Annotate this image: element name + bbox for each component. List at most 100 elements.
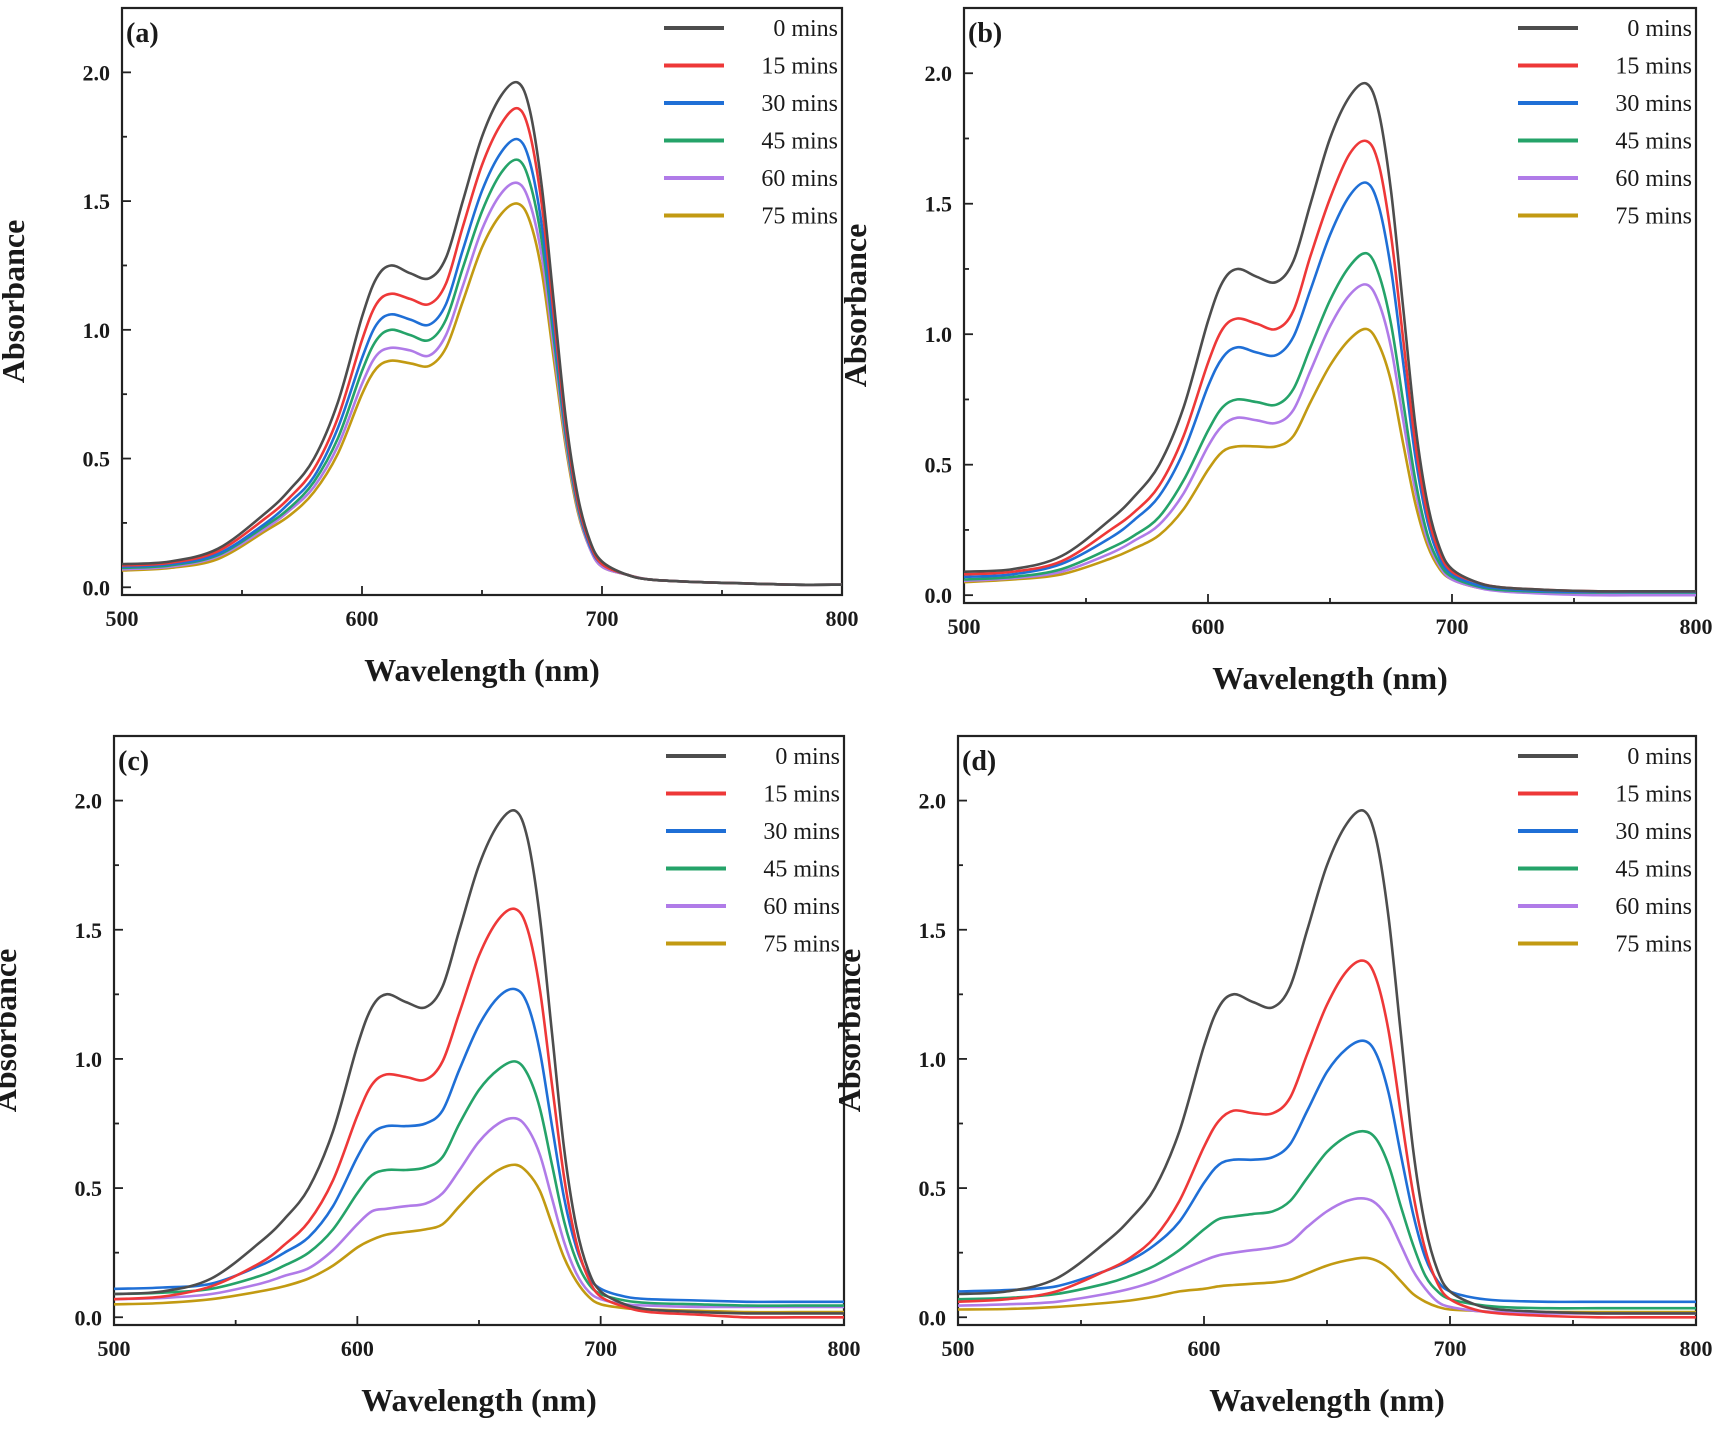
series-line-0-mins: [958, 809, 1696, 1315]
series-line-0-mins: [114, 809, 844, 1315]
legend-label: 45 mins: [761, 129, 838, 155]
x-tick-label: 700: [1436, 614, 1469, 639]
y-tick-label: 0.5: [83, 447, 111, 472]
x-axis-title: Wavelength (nm): [364, 652, 600, 688]
series-line-60-mins: [122, 181, 842, 587]
series-group: [964, 81, 1696, 597]
y-tick-label: 0.0: [75, 1305, 103, 1330]
legend-label: 45 mins: [763, 857, 840, 883]
x-axis-title: Wavelength (nm): [1212, 660, 1448, 696]
legend-label: 15 mins: [1615, 54, 1692, 80]
chart-panel-b: 500 600 700 800 0.0 0.5 1.0 1.5 2.0 Wavelength (n…: [837, 6, 1713, 696]
legend-label: 0 mins: [775, 744, 840, 770]
series-group: [114, 809, 844, 1319]
series-line-60-mins: [958, 1197, 1696, 1315]
legend-label: 45 mins: [1615, 857, 1692, 883]
x-axis-title: Wavelength (nm): [1209, 1382, 1445, 1418]
x-tick-label: 800: [1680, 614, 1713, 639]
x-tick-label: 700: [584, 1336, 617, 1361]
legend-label: 15 mins: [1615, 782, 1692, 808]
y-tick-label: 2.0: [75, 789, 103, 814]
legend-label: 30 mins: [1615, 91, 1692, 117]
x-tick-label: 800: [1680, 1336, 1713, 1361]
legend: 0 mins 15 mins 30 mins 45 mins 60 mins 75 min…: [1518, 16, 1692, 230]
y-tick-label: 1.0: [919, 1047, 947, 1072]
legend: 0 mins 15 mins 30 mins 45 mins 60 mins 75 min…: [664, 16, 838, 230]
series-line-75-mins: [958, 1256, 1696, 1314]
series-line-0-mins: [122, 80, 842, 587]
chart-panel-d: 500 600 700 800 0.0 0.5 1.0 1.5 2.0 Wavelength (n…: [831, 734, 1713, 1418]
legend-label: 30 mins: [763, 819, 840, 845]
chart-panel-a: 500 600 700 800 0.0 0.5 1.0 1.5 2.0 Wavelength (n…: [0, 6, 859, 688]
y-tick-label: 1.5: [75, 918, 103, 943]
panel-label: (b): [968, 18, 1002, 49]
y-axis-title: Absorbance: [837, 224, 873, 388]
y-tick-label: 1.0: [83, 318, 111, 343]
y-tick-label: 0.0: [925, 583, 953, 608]
plot-frame: [112, 734, 846, 1327]
y-tick-label: 1.5: [925, 192, 953, 217]
series-line-75-mins: [964, 327, 1696, 593]
legend-label: 60 mins: [761, 166, 838, 192]
series-line-30-mins: [122, 137, 842, 587]
x-tick-label: 800: [828, 1336, 861, 1361]
series-line-45-mins: [958, 1129, 1696, 1310]
legend-label: 0 mins: [773, 16, 838, 42]
legend-label: 60 mins: [763, 894, 840, 920]
y-tick-label: 1.0: [75, 1047, 103, 1072]
y-axis-title: Absorbance: [831, 949, 867, 1113]
series-line-75-mins: [114, 1163, 844, 1314]
series-line-15-mins: [114, 907, 844, 1319]
x-tick-label: 600: [346, 606, 379, 631]
y-axis-title: Absorbance: [0, 220, 31, 384]
y-tick-label: 1.5: [83, 189, 111, 214]
y-tick-label: 0.5: [919, 1176, 947, 1201]
x-tick-label: 500: [948, 614, 981, 639]
series-line-15-mins: [958, 959, 1696, 1319]
y-tick-label: 1.5: [919, 918, 947, 943]
plot-frame: [962, 6, 1698, 605]
legend-label: 75 mins: [1615, 932, 1692, 958]
y-axis-title: Absorbance: [0, 949, 23, 1113]
chart-panel-c: 500 600 700 800 0.0 0.5 1.0 1.5 2.0 Wavelength (n…: [0, 734, 861, 1418]
x-tick-label: 500: [98, 1336, 131, 1361]
legend-label: 45 mins: [1615, 129, 1692, 155]
legend-label: 15 mins: [761, 54, 838, 80]
y-tick-label: 2.0: [919, 789, 947, 814]
y-tick-label: 0.5: [75, 1176, 103, 1201]
x-tick-label: 700: [1434, 1336, 1467, 1361]
legend-label: 75 mins: [763, 932, 840, 958]
panel-label: (c): [118, 746, 149, 777]
series-line-45-mins: [964, 251, 1696, 594]
legend-label: 30 mins: [1615, 819, 1692, 845]
series-line-30-mins: [958, 1039, 1696, 1304]
series-line-30-mins: [964, 181, 1696, 594]
panel-label: (a): [126, 18, 159, 49]
y-tick-label: 0.0: [83, 575, 111, 600]
plot-frame: [120, 6, 844, 597]
y-tick-label: 1.0: [925, 322, 953, 347]
legend-label: 30 mins: [761, 91, 838, 117]
legend-label: 0 mins: [1627, 744, 1692, 770]
legend-label: 60 mins: [1615, 894, 1692, 920]
y-tick-label: 0.0: [919, 1305, 947, 1330]
legend-label: 60 mins: [1615, 166, 1692, 192]
x-tick-label: 500: [942, 1336, 975, 1361]
y-tick-label: 2.0: [83, 60, 111, 85]
plot-frame: [956, 734, 1698, 1327]
series-line-0-mins: [964, 81, 1696, 593]
panel-label: (d): [962, 746, 996, 777]
series-line-75-mins: [122, 202, 842, 587]
x-tick-label: 700: [586, 606, 619, 631]
x-axis-title: Wavelength (nm): [361, 1382, 597, 1418]
x-tick-label: 600: [1188, 1336, 1221, 1361]
series-group: [958, 809, 1696, 1319]
series-line-45-mins: [114, 1060, 844, 1307]
y-tick-label: 0.5: [925, 453, 953, 478]
series-line-60-mins: [114, 1116, 844, 1309]
series-line-30-mins: [114, 987, 844, 1304]
legend: 0 mins 15 mins 30 mins 45 mins 60 mins 75 min…: [1518, 744, 1692, 958]
x-tick-label: 500: [106, 606, 139, 631]
